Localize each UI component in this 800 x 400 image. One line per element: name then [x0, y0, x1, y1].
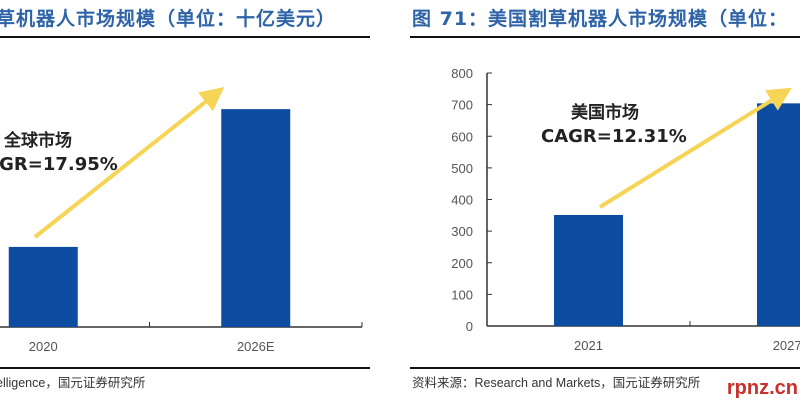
- y-tick-label: 500: [451, 161, 473, 176]
- x-tick-label: 2027E: [773, 338, 800, 353]
- right-chart: 2021 2027E 0 100 200 300 400 500 600 700 800: [451, 66, 800, 353]
- y-tick-label: 400: [451, 193, 473, 208]
- y-tick-label: 200: [451, 256, 473, 271]
- right-title-divider: [410, 36, 800, 38]
- watermark: rpnz.cn: [726, 377, 798, 399]
- y-tick-label: 300: [451, 224, 473, 239]
- y-tick-label: 800: [451, 66, 473, 81]
- left-growth-arrow: [33, 87, 225, 239]
- left-chart-title: 草机器人市场规模（单位：十亿美元）: [0, 8, 337, 30]
- left-chart: 2020 2026E: [0, 109, 363, 354]
- right-growth-arrow: [598, 87, 792, 209]
- y-tick-label: 100: [451, 287, 473, 302]
- left-annotation-cagr: CAGR=17.95%: [0, 154, 118, 175]
- bar-2021: [554, 214, 623, 326]
- y-tick-label: 0: [466, 319, 473, 334]
- left-annotation-market: 全球市场: [3, 130, 72, 151]
- left-source-note: elligence，国元证券研究所: [0, 376, 146, 390]
- bar-2020: [8, 246, 78, 327]
- bar-2027E: [757, 103, 800, 326]
- x-tick-label: 2026E: [237, 339, 275, 354]
- right-source-note: 资料来源：Research and Markets，国元证券研究所: [412, 376, 701, 390]
- bar-2026E: [221, 109, 291, 328]
- right-footer-divider: [410, 367, 800, 369]
- right-chart-title: 图 71：美国割草机器人市场规模（单位：: [412, 8, 789, 30]
- left-title-divider: [0, 36, 370, 38]
- y-tick-label: 700: [451, 98, 473, 113]
- right-annotation-market: 美国市场: [571, 102, 639, 123]
- y-tick-label: 600: [451, 129, 473, 144]
- left-footer-divider: [0, 367, 370, 369]
- x-tick-label: 2020: [29, 339, 58, 354]
- right-annotation-cagr: CAGR=12.31%: [541, 126, 687, 147]
- x-tick-label: 2021: [574, 338, 603, 353]
